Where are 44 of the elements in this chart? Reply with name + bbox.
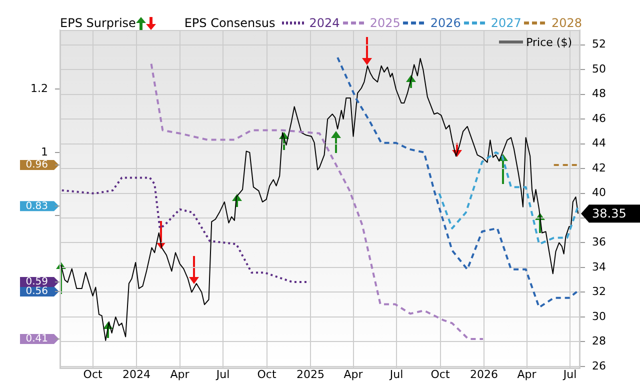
x-tick-label: 2025 [296,368,324,381]
x-tick-label: Jul [562,368,577,381]
y2-tick-label: 42 [592,161,606,174]
y-tick-label: 1 [41,145,48,158]
y2-tick-label: 32 [592,285,606,298]
x-tick-label: 2024 [122,368,151,381]
legend-label: 2025 [370,16,400,30]
y-tick-label: 0.56 [26,286,48,298]
x-tick-label: Oct [430,368,450,381]
y2-tick-label: 48 [592,87,606,100]
x-tick-label: Jul [388,368,404,381]
legend-label: 2026 [430,16,461,30]
legend-label: 2027 [490,16,522,30]
x-tick-label: Apr [344,368,364,381]
legend-title: EPS Consensus [184,16,276,30]
y2-tick-label: 52 [592,38,606,51]
y2-tick-label: 36 [592,236,606,249]
y-tick-label: 0.59 [26,276,48,288]
y2-tick-label: 28 [592,334,606,348]
y2-tick-label: 30 [592,310,606,323]
x-tick-label: 2026 [470,368,498,381]
legend-label: 2028 [551,16,582,30]
line-series [150,62,484,340]
line-series [336,56,578,308]
y2-tick-label: 44 [592,136,606,150]
y2-tick-label: 46 [592,112,606,125]
line-series [438,151,580,246]
y-tick-label: 0.83 [26,200,48,212]
y2-tick-label: 40 [592,186,606,200]
x-tick-label: Jul [215,368,230,381]
y2-tick-label: 50 [592,62,606,76]
annotation: EPS Surprise [60,16,136,30]
y-tick-label: 0.96 [26,160,48,171]
y-tick-label: 0.41 [26,334,48,345]
y2-tick-label: 34 [592,260,606,274]
x-tick-label: Apr [170,368,190,381]
text: Price ($) [526,36,572,49]
legend-label: 2024 [309,16,340,30]
x-tick-label: Oct [257,368,277,381]
data-label: 38.35 [592,206,626,220]
x-tick-label: Apr [517,368,537,381]
x-tick-label: Oct [83,368,103,381]
y-tick-label: 1.2 [30,82,48,95]
y2-tick-label: 26 [592,359,606,372]
